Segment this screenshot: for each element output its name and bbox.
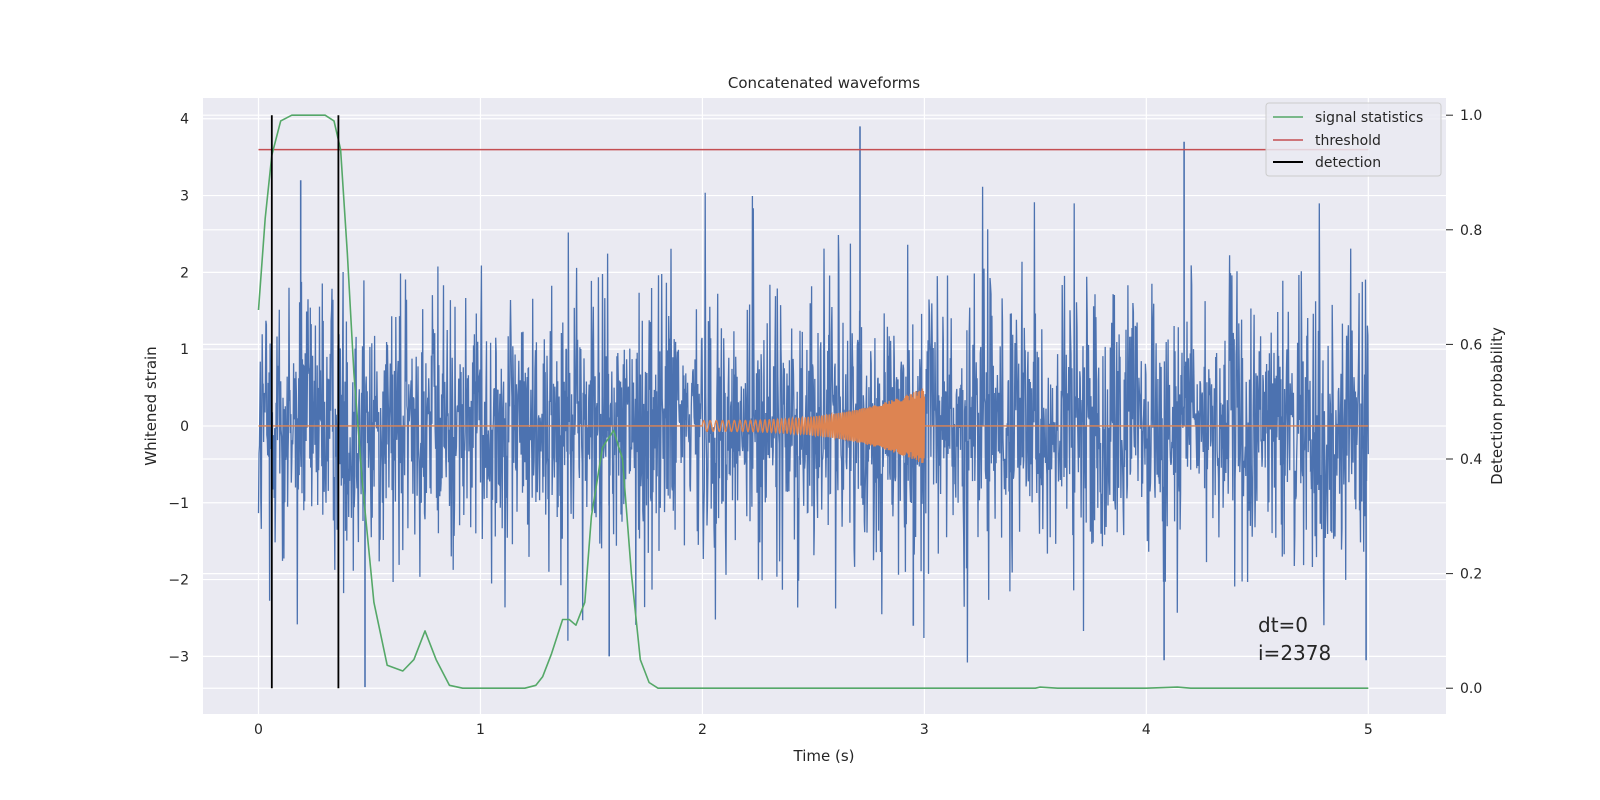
x-axis-label: Time (s) xyxy=(793,747,855,765)
legend-box xyxy=(1265,102,1442,177)
y-right-tick-label: 0.4 xyxy=(1460,452,1482,468)
y-axis-label: Whitened strain xyxy=(142,346,160,465)
series-layer xyxy=(257,114,1369,689)
x-tick-label: 2 xyxy=(698,722,707,738)
y-axis-right-label: Detection probability xyxy=(1488,327,1506,485)
y-tick-label: −3 xyxy=(168,649,189,665)
annotation-dt: dt=0 xyxy=(1258,613,1308,637)
y-right-tick-label: 0.8 xyxy=(1460,223,1482,239)
y-tick-label: 0 xyxy=(180,419,189,435)
y-tick-label: 4 xyxy=(180,112,189,128)
y-right-tick-label: 0.0 xyxy=(1460,681,1482,697)
y-right-tick-label: 0.2 xyxy=(1460,567,1482,583)
injected-signal-line xyxy=(258,388,1369,464)
y-tick-label: −2 xyxy=(168,573,189,589)
y-tick-label: 2 xyxy=(180,265,189,281)
legend: signal statistics threshold detection xyxy=(1265,102,1442,177)
axes-layer: 0 1 2 3 4 5 −3 −2 −1 0 1 2 3 4 0.0 0.2 0.4 0.6 0.8 1.0 xyxy=(168,108,1482,738)
x-tick-label: 1 xyxy=(476,722,485,738)
x-tick-label: 4 xyxy=(1142,722,1151,738)
x-tick-label: 3 xyxy=(920,722,929,738)
y-tick-label: 3 xyxy=(180,189,189,205)
x-tick-label: 0 xyxy=(254,722,263,738)
y-tick-label: 1 xyxy=(180,342,189,358)
y-right-tick-label: 0.6 xyxy=(1460,337,1482,353)
strain-peak-spikes xyxy=(299,126,1367,688)
x-tick-label: 5 xyxy=(1364,722,1373,738)
y-tick-label: −1 xyxy=(168,496,189,512)
chart-title: Concatenated waveforms xyxy=(728,74,920,92)
legend-label-signal-statistics: signal statistics xyxy=(1315,110,1423,126)
annotation-index: i=2378 xyxy=(1258,641,1331,665)
legend-label-detection: detection xyxy=(1315,155,1381,171)
y-right-tick-label: 1.0 xyxy=(1460,108,1482,124)
legend-label-threshold: threshold xyxy=(1315,133,1381,149)
